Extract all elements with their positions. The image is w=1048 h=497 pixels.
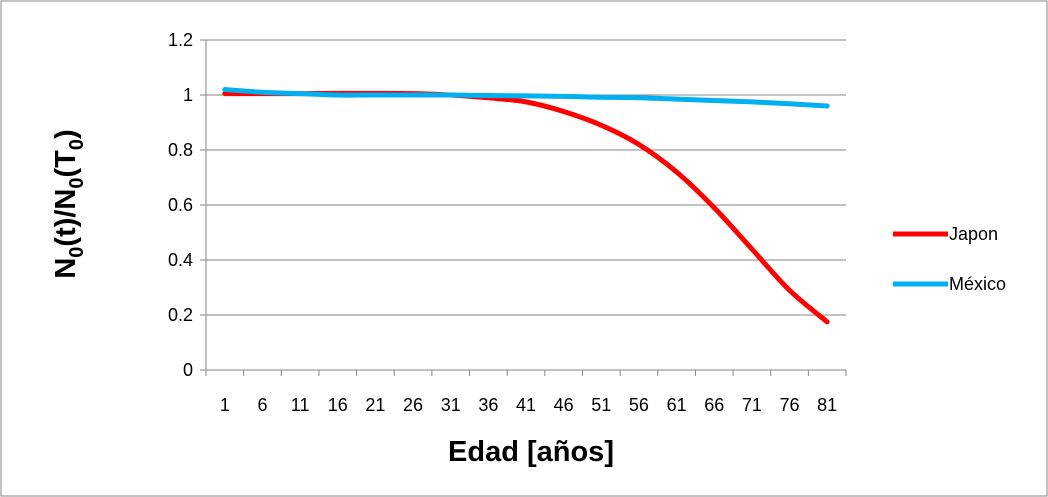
x-tick-label: 6 <box>257 395 267 415</box>
y-axis-title: N0(t)/N0(T0) <box>50 129 88 278</box>
x-tick-label: 21 <box>365 395 385 415</box>
x-tick-label: 76 <box>780 395 800 415</box>
x-tick-label: 71 <box>742 395 762 415</box>
y-axis-title-part: (T <box>50 150 82 178</box>
x-tick-label: 11 <box>291 395 310 415</box>
y-tick-labels: 0 0.2 0.4 0.6 0.8 1 1.2 <box>168 30 193 380</box>
x-tick-label: 66 <box>704 395 724 415</box>
y-axis-title-part: ) <box>50 129 82 139</box>
series-line-mexico <box>222 87 830 109</box>
x-tick-labels: 1 6 11 16 21 26 31 36 41 46 51 56 61 66 71 76 81 <box>220 395 837 415</box>
x-tick-label: 46 <box>554 395 574 415</box>
x-tick-label: 26 <box>403 395 423 415</box>
legend-label-japon: Japon <box>949 224 998 244</box>
axes <box>200 39 847 376</box>
series-lines <box>222 87 830 325</box>
legend-label-mexico: México <box>949 274 1006 294</box>
y-axis-title-subscript: 0 <box>66 139 88 150</box>
x-tick-label: 51 <box>591 395 611 415</box>
y-axis-title-part: (t)/N <box>50 189 82 247</box>
x-tick-label: 41 <box>516 395 536 415</box>
x-tick-label: 31 <box>441 395 461 415</box>
x-tick-label: 1 <box>220 395 230 415</box>
y-axis-title-subscript: 0 <box>66 247 88 258</box>
x-tick-label: 56 <box>629 395 649 415</box>
y-tick-label: 0.8 <box>168 140 193 160</box>
x-tick-label: 16 <box>328 395 348 415</box>
x-tick-label: 61 <box>667 395 687 415</box>
y-tick-label: 0 <box>183 360 193 380</box>
y-tick-label: 0.6 <box>168 195 193 215</box>
x-tick-label: 36 <box>478 395 498 415</box>
y-axis-title-subscript: 0 <box>66 177 88 188</box>
y-tick-label: 0.4 <box>168 250 193 270</box>
legend: Japon México <box>893 224 1006 294</box>
y-tick-label: 0.2 <box>168 305 193 325</box>
x-tick-label: 81 <box>817 395 837 415</box>
x-axis-title: Edad [años] <box>448 436 614 468</box>
y-tick-label: 1 <box>183 85 193 105</box>
y-tick-label: 1.2 <box>168 30 193 50</box>
y-axis-title-part: N <box>50 258 82 279</box>
